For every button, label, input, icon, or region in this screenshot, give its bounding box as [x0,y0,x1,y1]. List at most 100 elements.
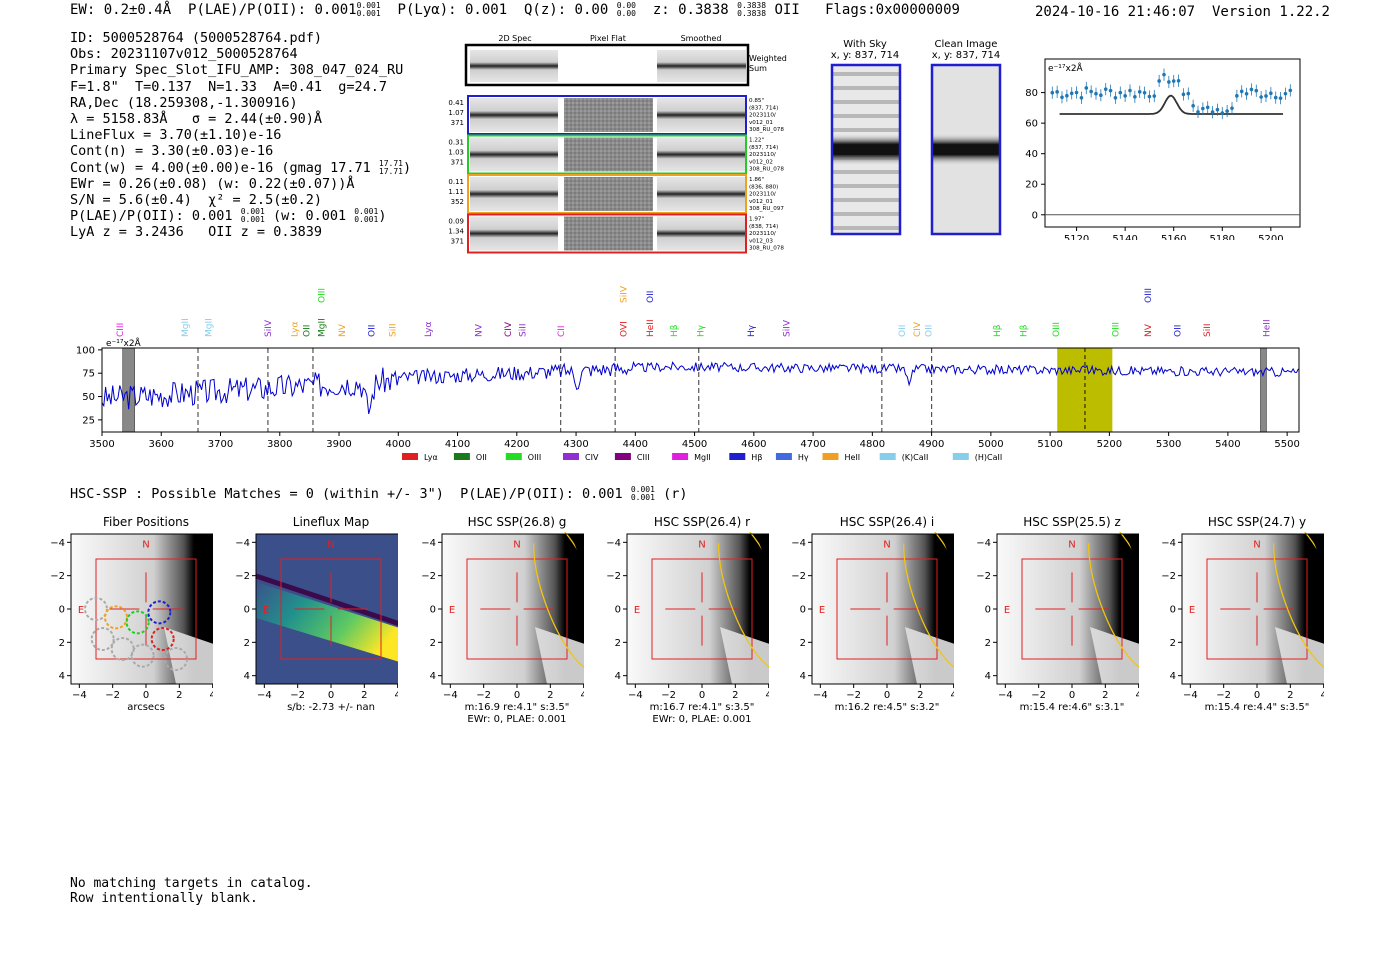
hsc-y-tick-label: 4 [985,671,991,682]
hsc-x-tick-label: 2 [1287,690,1293,701]
zoom-data-point [1147,94,1152,99]
spectrum-unit-label: e⁻¹⁷x2Å [106,337,142,349]
hsc-panel-6: HSC SSP(24.7) y N E −4 4 −2 2 0 0 2 −2 4 −4 m:15.4 re… [1161,515,1324,713]
spectrum-line-label: OII [925,325,935,337]
spectrum-line-label: OIII [1144,288,1154,303]
hsc-panel-0: Fiber Positions N E −4 4 −2 2 0 0 2 −2 4 −4 arcsecs [50,515,213,713]
legend-swatch [614,453,631,460]
zoom-data-point [1128,88,1132,93]
hsc-summary: HSC-SSP : Possible Matches = 0 (within +… [70,486,687,503]
zoom-x-tick-label: 5120 [1064,234,1089,240]
lineflux-map-feature [256,582,398,662]
hsc-x-tick-label: 4 [765,690,769,701]
cutout-row-frame [467,95,747,135]
zoom-y-tick-label: 0 [1032,210,1038,221]
hsc-panel-caption: m:15.4 re:4.4" s:3.5" [1205,702,1310,713]
zoom-data-point [1196,110,1200,114]
spectrum-x-tick-label: 4000 [386,439,411,450]
hsc-panel-caption-2: EWr: 0, PLAE: 0.001 [652,714,751,725]
legend-swatch [879,453,896,460]
legend-swatch [672,453,689,460]
north-label: N [883,539,890,550]
spectrum-x-tick-label: 4900 [919,439,944,450]
spectrum-line-label: SiII [388,323,398,337]
legend-label: MgII [694,453,711,462]
hsc-plae-lo: 0.001 [630,493,655,502]
aperture-box [95,558,197,660]
spectrum-line-label: MgII [205,318,215,337]
legend-swatch [563,453,579,460]
legend-label: Lyα [424,453,438,462]
cutout-row-note: (837, 714) [749,145,778,151]
hsc-y-tick-label: −2 [421,571,436,582]
fiber-circle [164,647,188,671]
zoom-y-tick-label: 40 [1025,149,1038,160]
zoom-data-point [1249,87,1254,92]
cutout-row-value: 1.07 [448,109,464,117]
spectrum-x-tick-label: 4800 [860,439,885,450]
info-plae-w-hi: 0.001 [354,207,379,217]
spectrum-x-tick-label: 3800 [267,439,292,450]
weighted-label-1: Weighted [749,54,787,63]
spectrum-line-label: CIV [913,321,923,337]
cutout-row-value: 371 [451,238,464,246]
spectrum-flux-line [101,360,1299,415]
zoom-data-point [1259,95,1263,99]
clean-image-xy: x, y: 837, 714 [932,50,1001,61]
zoom-data-point [1065,93,1069,98]
hsc-y-tick-label: 4 [430,671,436,682]
zoom-data-point [1205,105,1210,110]
hsc-y-tick-label: −4 [606,538,621,549]
spectrum-line-label: SiII [519,323,529,337]
info-sn: S/N = 5.6(±0.4) χ² = 2.5(±0.2) [70,192,322,209]
zoom-x-tick-label: 5200 [1258,234,1283,240]
zoom-data-point [1123,94,1127,98]
spectrum-line-label: NV [1144,323,1154,337]
hsc-x-tick-label: −4 [443,690,458,701]
zoom-data-point [1254,88,1259,93]
hsc-panel-title: HSC SSP(26.4) i [840,515,935,529]
hsc-y-tick-label: −4 [791,538,806,549]
east-label: E [263,605,269,616]
with-sky-title: With Sky [843,39,887,50]
cutout-row-note: v012_01 [749,199,773,205]
zoom-y-tick-label: 60 [1025,119,1038,130]
ew-value: EW: 0.2±0.4Å [70,2,172,18]
cutout-row-note: (837, 714) [749,105,778,111]
hsc-x-tick-label: −2 [105,690,120,701]
hsc-y-tick-label: −4 [1161,538,1176,549]
zoom-x-tick-label: 5160 [1161,234,1186,240]
info-plae-w-lo: 0.001 [354,215,379,225]
hsc-y-tick-label: 0 [244,605,250,616]
cutout-row-note: v012_02 [749,159,773,165]
hsc-x-tick-label: 2 [361,690,367,701]
cutout-row-frame [467,134,747,175]
weighted-label-2: Sum [749,64,767,73]
zoom-data-point [1235,94,1239,98]
spectrum-line-label: MgII [181,318,191,337]
hsc-y-tick-label: −2 [791,571,806,582]
spectrum-line-label: NV [338,323,348,337]
cutout-smoothed [657,137,746,172]
hsc-y-tick-label: 4 [59,671,65,682]
zoom-data-point [1210,110,1215,114]
cutout-smoothed [657,216,746,251]
z-hi: 0.3838 [737,1,767,10]
cutout-smoothed [657,177,746,211]
hsc-x-tick-label: 0 [699,690,705,701]
hsc-x-tick-label: 4 [1135,690,1139,701]
clean-image-title: Clean Image [935,39,998,50]
galaxy-ellipse [718,530,769,673]
cutout-2d-spec [470,216,558,251]
legend-label: OIII [528,453,541,462]
hsc-panel-title: Lineflux Map [293,515,369,529]
timestamp: 2024-10-16 21:46:07 [1034,4,1196,20]
zoom-data-point [1244,92,1249,96]
cutout-row-note: 308_RU_078 [749,167,784,173]
info-ewr: EWr = 0.26(±0.08) (w: 0.22(±0.07))Å [70,175,355,192]
info-fit: F=1.8" T=0.137 N=1.33 A=0.41 g=24.7 [70,78,387,95]
cutout-row-note: (838, 714) [749,224,778,230]
weighted-2d-cutout [470,50,558,82]
fiber-circle [130,643,155,668]
zoom-data-point [1113,95,1118,100]
